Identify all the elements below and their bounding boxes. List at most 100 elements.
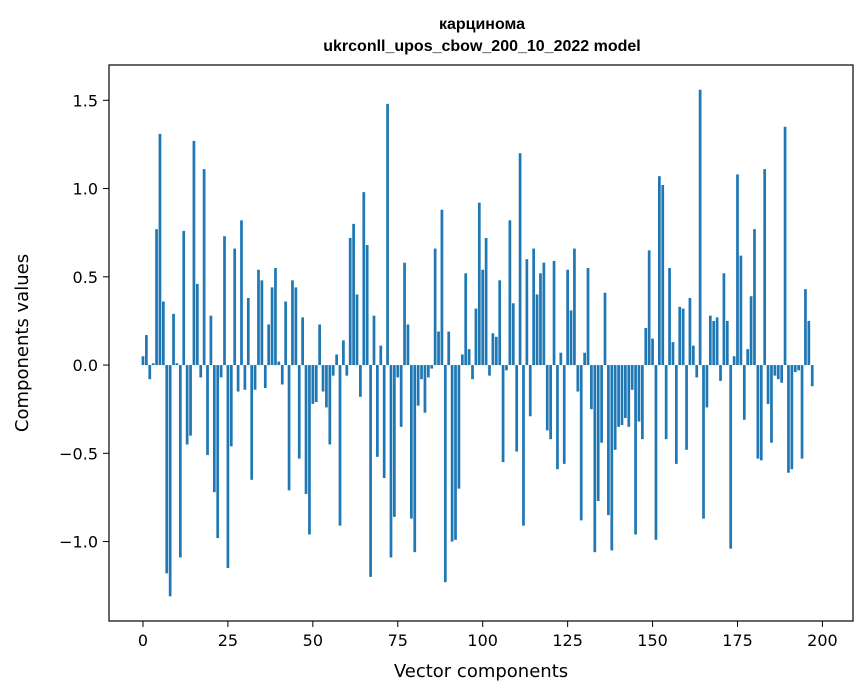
bar-70 xyxy=(379,345,383,366)
bar-23 xyxy=(219,365,223,378)
bar-63 xyxy=(355,294,359,366)
bar-189 xyxy=(783,126,787,366)
bar-48 xyxy=(304,365,308,494)
bar-106 xyxy=(501,365,505,463)
bar-66 xyxy=(365,245,369,366)
bar-119 xyxy=(545,365,549,431)
bar-170 xyxy=(719,365,722,381)
bar-165 xyxy=(702,365,705,519)
bar-36 xyxy=(263,365,267,389)
bar-11 xyxy=(178,365,182,558)
bar-153 xyxy=(661,185,665,366)
bar-101 xyxy=(484,237,488,366)
bar-59 xyxy=(342,340,345,366)
bar-4 xyxy=(155,229,158,366)
plot-frame xyxy=(108,64,854,622)
bar-24 xyxy=(223,236,226,366)
bar-127 xyxy=(573,248,576,366)
bar-130 xyxy=(583,352,586,366)
bar-85 xyxy=(430,365,434,369)
x-tick-label: 25 xyxy=(218,631,238,650)
bar-180 xyxy=(753,229,756,366)
bar-26 xyxy=(229,365,233,447)
bar-166 xyxy=(705,365,709,408)
bar-115 xyxy=(532,248,536,366)
chart-title-line2: ukrconll_upos_cbow_200_10_2022 model xyxy=(323,38,640,55)
bar-118 xyxy=(542,262,546,366)
bar-116 xyxy=(535,294,539,366)
x-tick-label: 150 xyxy=(637,631,668,650)
bar-90 xyxy=(447,331,451,366)
bar-16 xyxy=(195,283,199,366)
bar-184 xyxy=(766,365,770,404)
bar-6 xyxy=(162,301,165,366)
bars-group xyxy=(141,89,814,597)
bar-43 xyxy=(287,365,291,491)
bar-81 xyxy=(416,365,420,406)
bar-112 xyxy=(522,365,525,526)
bar-51 xyxy=(314,365,318,403)
bar-46 xyxy=(297,365,301,459)
bar-197 xyxy=(810,365,814,387)
bar-77 xyxy=(403,262,406,366)
y-tick-label: −0.5 xyxy=(59,444,98,463)
bar-144 xyxy=(630,365,634,390)
bar-156 xyxy=(671,342,675,366)
y-tick-label: −1.0 xyxy=(59,533,98,552)
bar-35 xyxy=(260,280,264,366)
bar-160 xyxy=(685,365,688,450)
bar-132 xyxy=(590,365,593,410)
bar-191 xyxy=(790,365,794,470)
bar-169 xyxy=(715,317,719,366)
bar-64 xyxy=(359,365,362,397)
bar-139 xyxy=(613,365,617,450)
bar-183 xyxy=(763,169,767,366)
bar-47 xyxy=(301,317,304,366)
bar-95 xyxy=(464,273,468,366)
bar-84 xyxy=(426,365,430,378)
bar-137 xyxy=(607,365,610,516)
bar-194 xyxy=(800,365,804,459)
x-tick-label: 0 xyxy=(138,631,148,650)
bar-150 xyxy=(651,338,654,366)
y-tick-label: 1.0 xyxy=(73,180,98,199)
bar-173 xyxy=(729,365,733,549)
bar-54 xyxy=(325,365,328,408)
bar-120 xyxy=(549,365,552,440)
bar-41 xyxy=(280,365,284,385)
bar-138 xyxy=(610,365,614,551)
bar-80 xyxy=(413,365,417,553)
x-tick-label: 50 xyxy=(303,631,323,650)
bar-124 xyxy=(562,365,566,464)
bar-91 xyxy=(450,365,454,542)
bar-76 xyxy=(399,365,403,427)
bar-21 xyxy=(212,365,216,493)
bar-103 xyxy=(491,333,495,366)
bar-104 xyxy=(494,336,498,366)
bar-186 xyxy=(773,365,777,376)
bar-174 xyxy=(732,356,736,366)
bar-148 xyxy=(644,328,648,366)
bar-8 xyxy=(168,365,172,597)
bar-196 xyxy=(807,320,811,366)
y-tick-label: 1.5 xyxy=(73,91,98,110)
y-axis-label: Components values xyxy=(12,254,33,432)
x-tick-label: 75 xyxy=(388,631,408,650)
bar-176 xyxy=(739,255,743,366)
bar-182 xyxy=(759,365,763,461)
bar-177 xyxy=(742,365,746,420)
bar-25 xyxy=(226,365,230,569)
bar-28 xyxy=(236,365,240,392)
bar-123 xyxy=(559,352,563,366)
bar-86 xyxy=(433,248,437,366)
bar-122 xyxy=(556,365,559,470)
bar-32 xyxy=(250,365,254,480)
bar-187 xyxy=(776,365,780,380)
bar-108 xyxy=(508,220,512,366)
bar-5 xyxy=(158,133,162,366)
bar-15 xyxy=(192,140,196,366)
bar-75 xyxy=(396,365,400,378)
bar-14 xyxy=(189,365,192,436)
